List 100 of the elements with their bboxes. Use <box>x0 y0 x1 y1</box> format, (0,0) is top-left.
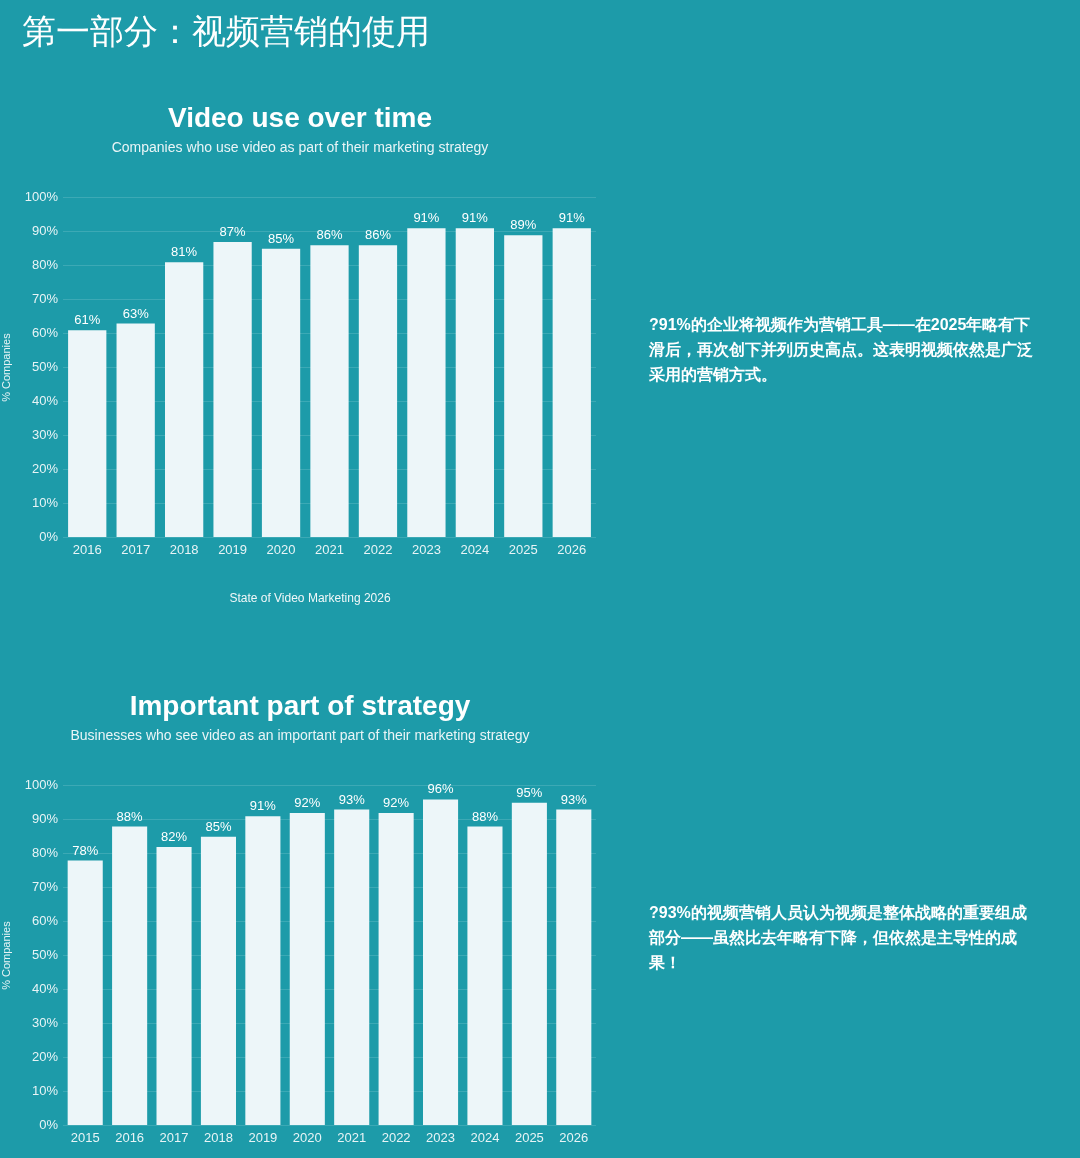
chart-title: Important part of strategy <box>128 689 472 723</box>
chart-subtitle: Companies who use video as part of their marketing strategy <box>110 138 490 156</box>
bar <box>156 846 192 1125</box>
text: State of Video Marketing 2026 <box>228 590 392 606</box>
data-label: 86% <box>316 227 343 243</box>
x-tick-label: 2016 <box>115 1129 145 1145</box>
y-tick-label: 80% <box>31 257 59 273</box>
y-tick-label: 40% <box>31 981 59 997</box>
y-axis-title: % Companies <box>0 332 12 402</box>
x-tick-label: 2023 <box>426 1129 455 1145</box>
x-tick-label: 2019 <box>218 541 248 557</box>
x-tick-label: 2015 <box>70 1129 100 1145</box>
y-tick-label: 20% <box>31 461 59 477</box>
x-tick-label: 2020 <box>292 1129 322 1145</box>
y-tick-label: 0% <box>39 528 59 544</box>
data-label: 85% <box>205 818 232 834</box>
data-label: 96% <box>427 781 454 797</box>
x-tick-label: 2018 <box>169 541 199 557</box>
bar <box>289 812 325 1125</box>
data-label: 91% <box>413 210 440 226</box>
x-tick-label: 2017 <box>159 1129 189 1145</box>
x-tick-label: 2023 <box>411 541 441 557</box>
bar <box>112 826 148 1125</box>
bar <box>423 799 459 1125</box>
data-label: 91% <box>249 798 277 814</box>
x-tick-label: 2017 <box>121 541 151 557</box>
data-label: 92% <box>383 795 410 811</box>
y-tick-label: 60% <box>31 325 59 341</box>
bar <box>213 241 252 537</box>
bar <box>334 809 370 1125</box>
bar <box>116 323 155 537</box>
text: ?93%的视频营销人员认为视频是整体战略的重要组成部分——虽然比去年略有下降，但依然是主导性的成果！ <box>649 903 1028 973</box>
x-tick-label: 2026 <box>559 1129 589 1145</box>
x-tick-label: 2025 <box>514 1129 544 1145</box>
x-tick-label: 2024 <box>470 1129 500 1145</box>
bar <box>165 262 204 537</box>
y-tick-label: 50% <box>31 359 59 375</box>
text: 第一部分：视频营销的使用 <box>22 11 430 51</box>
y-tick-label: 20% <box>31 1049 59 1065</box>
data-label: 87% <box>219 224 247 240</box>
x-tick-label: 2019 <box>248 1129 278 1145</box>
data-label: 95% <box>516 784 543 800</box>
data-label: 61% <box>74 312 101 328</box>
chart-subtitle: Businesses who see video as an important part of their marketing strategy <box>69 726 531 744</box>
bar <box>378 812 414 1125</box>
bar <box>67 860 103 1125</box>
data-label: 91% <box>558 210 586 226</box>
data-label: 93% <box>338 791 366 807</box>
bar <box>200 836 236 1125</box>
x-tick-label: 2022 <box>381 1129 411 1145</box>
bar <box>310 245 349 537</box>
x-tick-label: 2024 <box>460 541 490 557</box>
data-label: 86% <box>364 227 392 243</box>
bar <box>68 330 107 537</box>
y-tick-label: 70% <box>31 291 59 307</box>
x-tick-label: 2022 <box>363 541 393 557</box>
data-label: 81% <box>171 244 198 260</box>
x-tick-label: 2021 <box>315 541 344 557</box>
data-label: 88% <box>116 808 144 824</box>
bar <box>556 809 592 1125</box>
bar <box>504 235 543 537</box>
bar <box>511 802 547 1125</box>
y-tick-label: 60% <box>31 913 59 929</box>
x-tick-label: 2016 <box>72 541 102 557</box>
data-label: 92% <box>294 795 321 811</box>
data-label: 82% <box>161 829 188 845</box>
text: ?91%的企业将视频作为营销工具——在2025年略有下滑后，再次创下并列历史高点。这表明视频依然是广泛采用的营销方式。 <box>649 315 1034 385</box>
x-tick-label: 2026 <box>557 541 587 557</box>
data-label: 93% <box>560 791 588 807</box>
x-tick-label: 2020 <box>266 541 296 557</box>
y-axis-title: % Companies <box>0 920 12 990</box>
y-tick-label: 80% <box>31 845 59 861</box>
chart-title: Video use over time <box>167 101 433 135</box>
y-tick-label: 100% <box>24 189 59 205</box>
x-tick-label: 2025 <box>508 541 538 557</box>
y-tick-label: 90% <box>31 811 59 827</box>
y-tick-label: 30% <box>31 427 59 443</box>
x-tick-label: 2018 <box>204 1129 233 1145</box>
data-label: 78% <box>72 842 99 858</box>
data-label: 88% <box>471 808 499 824</box>
bar <box>261 248 301 537</box>
bar <box>455 228 494 537</box>
y-tick-label: 10% <box>31 495 59 511</box>
bar <box>407 228 446 537</box>
y-tick-label: 90% <box>31 223 59 239</box>
bar <box>552 228 591 537</box>
bar <box>467 826 503 1125</box>
y-tick-label: 30% <box>31 1015 59 1031</box>
data-label: 91% <box>461 210 489 226</box>
bar <box>358 245 398 537</box>
data-label: 63% <box>122 305 150 321</box>
y-tick-label: 10% <box>31 1083 59 1099</box>
bar <box>245 816 281 1125</box>
data-label: 89% <box>510 217 537 233</box>
y-tick-label: 100% <box>24 777 59 793</box>
y-tick-label: 0% <box>39 1116 59 1132</box>
data-label: 85% <box>268 230 295 246</box>
x-tick-label: 2021 <box>337 1129 367 1145</box>
y-tick-label: 50% <box>31 947 59 963</box>
y-tick-label: 70% <box>31 879 59 895</box>
